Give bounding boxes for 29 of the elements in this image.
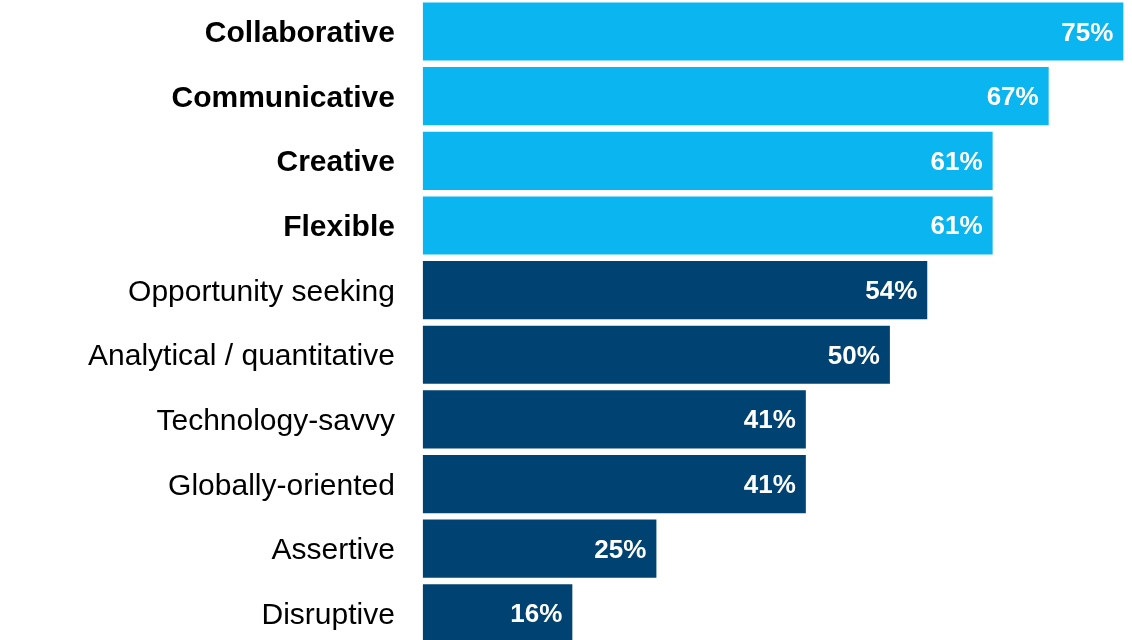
- bar: [422, 325, 890, 384]
- data-label: 41%: [743, 469, 796, 500]
- y-tick-label: Assertive: [271, 532, 395, 566]
- data-label: 16%: [510, 598, 563, 629]
- y-tick-label: Collaborative: [204, 15, 395, 49]
- data-label: 25%: [594, 533, 647, 564]
- bar: [422, 390, 806, 449]
- data-label: 50%: [827, 339, 880, 370]
- y-tick-label: Creative: [276, 144, 395, 178]
- data-label: 61%: [930, 145, 983, 176]
- data-label: 41%: [743, 404, 796, 435]
- bar: [422, 131, 993, 190]
- y-tick-label: Analytical / quantitative: [88, 338, 395, 372]
- bar: [422, 67, 1049, 126]
- data-label: 67%: [986, 81, 1039, 112]
- y-tick-label: Technology-savvy: [156, 402, 395, 436]
- bar: [422, 261, 928, 320]
- bar: [422, 2, 1124, 61]
- y-tick-label: Disruptive: [261, 596, 395, 630]
- bar: [422, 196, 993, 255]
- y-tick-label: Communicative: [171, 79, 395, 113]
- y-tick-label: Opportunity seeking: [128, 273, 395, 307]
- data-label: 61%: [930, 210, 983, 241]
- bar: [422, 519, 657, 578]
- data-label: 75%: [1061, 16, 1114, 47]
- y-tick-label: Globally-oriented: [168, 467, 395, 501]
- bar: [422, 454, 806, 514]
- data-label: 54%: [865, 275, 918, 306]
- y-tick-label: Flexible: [283, 208, 395, 242]
